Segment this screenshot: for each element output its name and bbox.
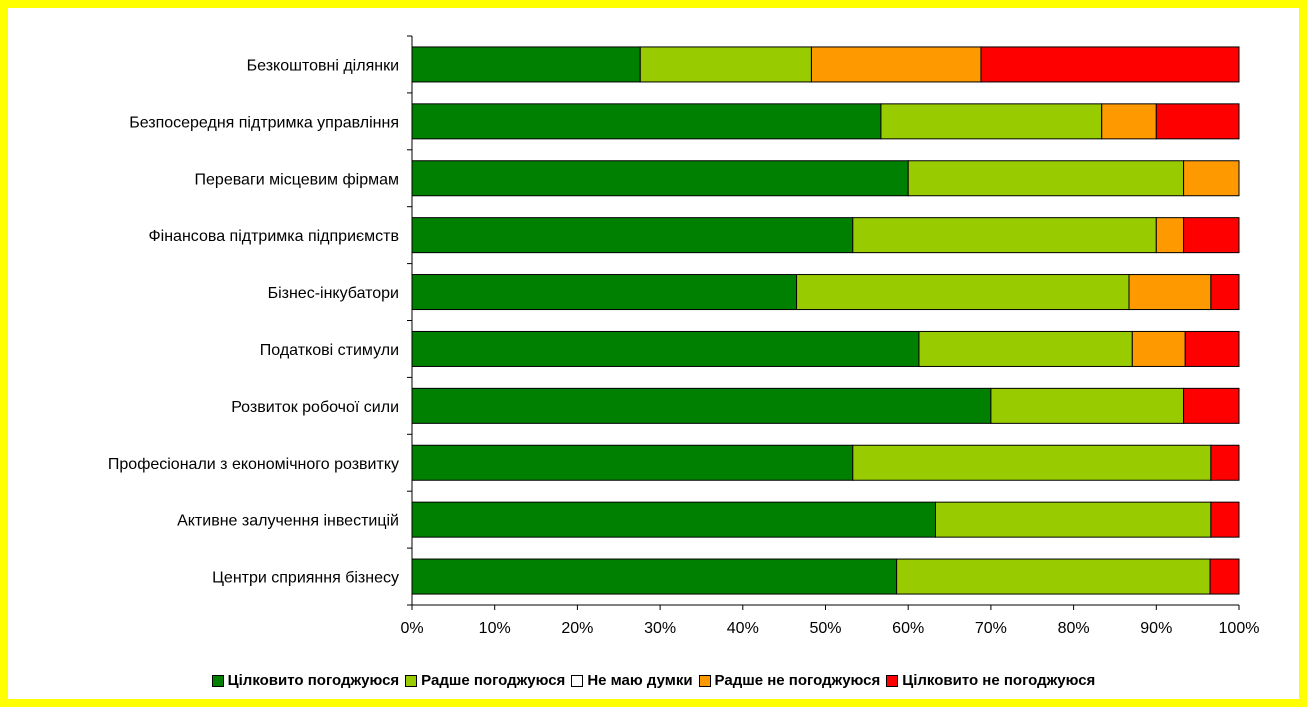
- chart-frame: Безкоштовні ділянки Безпосередня підтримк…: [8, 8, 1299, 699]
- legend-item: Цілковито погоджуюся: [211, 672, 400, 689]
- x-tick-label: 80%: [1058, 620, 1090, 637]
- bar-segment: [639, 46, 812, 83]
- plot-area: Безкоштовні ділянки Безпосередня підтримк…: [108, 35, 1260, 637]
- legend-swatch: [405, 674, 418, 687]
- x-tick-label: 90%: [1140, 620, 1172, 637]
- legend-label: Радше не погоджуюся: [714, 672, 881, 689]
- bar-segment: [411, 217, 854, 254]
- x-tick-label: 50%: [809, 620, 841, 637]
- bar-segment: [411, 387, 992, 424]
- x-tick-label: 20%: [561, 620, 593, 637]
- bar-segment: [852, 444, 1212, 481]
- bar-segment: [1131, 330, 1186, 367]
- bar-segment: [411, 444, 854, 481]
- bar-segment: [1183, 160, 1240, 197]
- x-tick-label: 40%: [727, 620, 759, 637]
- legend-label: Цілковито не погоджуюся: [902, 672, 1096, 689]
- category-label: Переваги місцевим фірмам: [195, 171, 399, 188]
- legend-swatch: [211, 674, 224, 687]
- category-label: Розвиток робочої сили: [231, 399, 399, 416]
- legend-item: Радше не погоджуюся: [698, 672, 881, 689]
- x-tick-label: 100%: [1219, 620, 1260, 637]
- bar-segment: [1101, 103, 1157, 140]
- bar-segment: [880, 103, 1103, 140]
- x-tick-label: 70%: [975, 620, 1007, 637]
- bar-segment: [918, 330, 1133, 367]
- bar-segment: [852, 217, 1157, 254]
- bar-segment: [411, 103, 882, 140]
- legend-label: Не маю думки: [587, 672, 693, 689]
- bar-segment: [810, 46, 982, 83]
- bar-segment: [1155, 217, 1185, 254]
- legend: Цілковито погоджуюся Радше погоджуюся Не м…: [8, 672, 1299, 689]
- bar-segment: [1210, 444, 1240, 481]
- category-label: Фінансова підтримка підприємств: [149, 228, 400, 245]
- category-label: Безкоштовні ділянки: [247, 57, 399, 74]
- bar-segment: [411, 558, 898, 595]
- stacked-bar-chart: Безкоштовні ділянки Безпосередня підтримк…: [108, 35, 1260, 637]
- category-label: Професіонали з економічного розвитку: [108, 456, 399, 473]
- bar-segment: [411, 46, 641, 83]
- bar-segment: [1209, 558, 1240, 595]
- bar-segment: [1210, 274, 1240, 311]
- legend-label: Радше погоджуюся: [421, 672, 566, 689]
- bar-segment: [1210, 501, 1240, 538]
- bar-segment: [1184, 330, 1240, 367]
- bar-segment: [980, 46, 1240, 83]
- bar-segment: [934, 501, 1212, 538]
- category-label: Бізнес-інкубатори: [268, 285, 399, 302]
- bar-segment: [411, 501, 936, 538]
- x-tick-label: 10%: [479, 620, 511, 637]
- legend-label: Цілковито погоджуюся: [227, 672, 400, 689]
- bar-segment: [907, 160, 1185, 197]
- legend-swatch: [886, 674, 899, 687]
- legend-swatch: [698, 674, 711, 687]
- legend-swatch: [571, 674, 584, 687]
- bar-segment: [1128, 274, 1212, 311]
- x-tick-label: 60%: [892, 620, 924, 637]
- x-tick-label: 0%: [400, 620, 423, 637]
- legend-item: Цілковито не погоджуюся: [886, 672, 1095, 689]
- category-label: Податкові стимули: [260, 342, 399, 359]
- bar-segment: [896, 558, 1211, 595]
- category-label: Активне залучення інвестицій: [177, 513, 399, 530]
- bar-segment: [990, 387, 1185, 424]
- category-label: Центри сприяння бізнесу: [212, 570, 399, 587]
- category-label: Безпосередня підтримка управління: [129, 114, 399, 131]
- bar-segment: [411, 160, 909, 197]
- bar-segment: [1183, 387, 1240, 424]
- bar-segment: [411, 274, 798, 311]
- x-tick-label: 30%: [644, 620, 676, 637]
- legend-item: Не маю думки: [571, 672, 693, 689]
- bar-segment: [411, 330, 920, 367]
- bar-segment: [796, 274, 1130, 311]
- bar-segment: [1155, 103, 1240, 140]
- bar-segment: [1183, 217, 1240, 254]
- legend-item: Радше погоджуюся: [405, 672, 565, 689]
